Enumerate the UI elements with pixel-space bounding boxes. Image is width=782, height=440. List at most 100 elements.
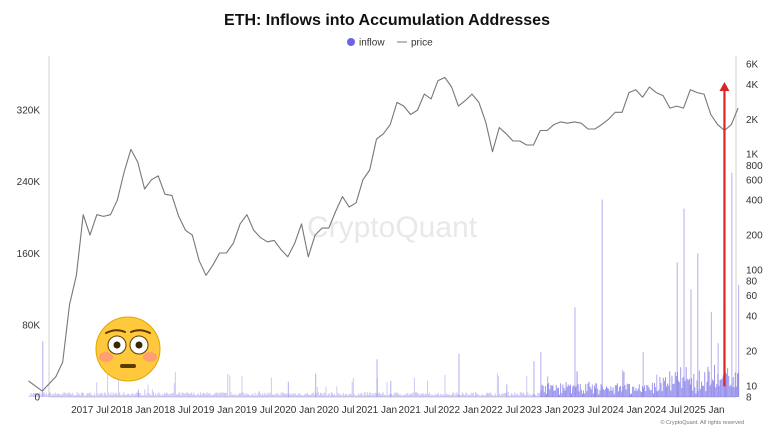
y-right-tick-label: 400 <box>746 196 763 207</box>
inflow-bar <box>132 393 134 397</box>
x-tick-label: 2023 Jul <box>562 405 600 416</box>
inflow-bar <box>165 394 166 397</box>
inflow-bar <box>176 394 177 397</box>
inflow-bar <box>62 393 64 397</box>
inflow-bar <box>368 394 369 397</box>
inflow-bar <box>567 384 569 397</box>
y-right-tick-label: 200 <box>746 231 763 242</box>
footnote: © CryptoQuant. All rights reserved <box>660 419 744 426</box>
inflow-bar <box>319 395 320 397</box>
inflow-bar <box>182 392 184 397</box>
inflow-bar <box>240 393 242 397</box>
legend-inflow-marker <box>347 38 355 46</box>
inflow-bar <box>346 394 348 397</box>
inflow-bar <box>145 395 147 397</box>
inflow-bar <box>78 394 80 397</box>
inflow-bar <box>650 390 652 397</box>
inflow-bar <box>384 395 386 397</box>
inflow-bar <box>381 394 383 397</box>
inflow-bar <box>294 393 296 397</box>
x-tick-label: 2021 Jul <box>399 405 437 416</box>
inflow-bar <box>686 378 688 397</box>
inflow-bar <box>670 390 672 397</box>
inflow-bar <box>735 386 737 397</box>
inflow-bar <box>231 394 233 397</box>
inflow-bar <box>552 385 554 397</box>
inflow-bar <box>659 377 661 397</box>
inflow-bar <box>234 393 236 397</box>
inflow-bar <box>310 394 312 397</box>
inflow-bar <box>500 395 502 397</box>
inflow-bar <box>440 393 441 397</box>
inflow-bar <box>413 377 415 397</box>
inflow-bar <box>560 383 562 397</box>
inflow-bar <box>673 383 675 397</box>
inflow-bar <box>111 394 113 397</box>
inflow-bar <box>232 394 234 397</box>
inflow-bar <box>335 395 337 397</box>
inflow-bar <box>172 393 174 397</box>
inflow-bar <box>312 392 314 397</box>
inflow-bar <box>625 389 627 397</box>
inflow-bar <box>90 394 92 397</box>
inflow-bar <box>555 385 557 397</box>
inflow-bar <box>706 381 708 397</box>
inflow-bar <box>236 395 237 397</box>
inflow-bar <box>351 382 353 397</box>
x-tick-label: 2018 Jan <box>110 405 151 416</box>
inflow-bar <box>522 393 523 397</box>
inflow-bar <box>374 392 376 397</box>
y-left-tick-label: 0 <box>34 393 40 404</box>
emoji-face <box>95 316 161 382</box>
inflow-bar <box>284 393 285 397</box>
inflow-bar <box>141 395 142 397</box>
x-tick-label: 2021 Jan <box>356 405 397 416</box>
inflow-bar <box>407 393 409 397</box>
inflow-bar <box>708 371 710 397</box>
inflow-bar <box>694 387 696 397</box>
inflow-bar <box>108 392 110 397</box>
inflow-bar <box>142 395 143 397</box>
inflow-bar <box>662 378 664 397</box>
inflow-bar <box>183 393 185 397</box>
inflow-bar <box>419 395 421 397</box>
x-tick-label: 2025 Jan <box>683 405 724 416</box>
inflow-bar <box>74 395 76 397</box>
inflow-bar <box>446 394 448 397</box>
price-line-group <box>28 76 739 392</box>
y-left-axis: 0 80K 160K 240K 320K <box>17 105 41 403</box>
inflow-bar <box>623 371 625 397</box>
inflow-bar <box>394 392 396 397</box>
inflow-bar <box>718 386 720 397</box>
inflow-bar <box>353 394 355 397</box>
inflow-bar <box>689 378 690 397</box>
inflow-bar <box>649 390 651 397</box>
inflow-bar <box>106 395 107 397</box>
y-right-tick-label: 20 <box>746 346 758 357</box>
inflow-bar <box>421 393 423 397</box>
inflow-bar <box>561 393 563 397</box>
inflow-spike-bar <box>642 352 644 397</box>
inflow-bar <box>675 376 677 397</box>
inflow-spike-bar <box>315 373 317 397</box>
inflow-bar <box>70 393 71 397</box>
inflow-bar <box>253 395 255 397</box>
inflow-bar <box>519 392 521 397</box>
inflow-bar <box>467 395 469 397</box>
inflow-bar <box>158 392 160 397</box>
inflow-bar <box>396 392 398 397</box>
inflow-bar <box>63 392 65 397</box>
inflow-bar <box>415 392 416 397</box>
inflow-bar <box>684 381 686 397</box>
inflow-bar <box>631 393 632 397</box>
inflow-bar <box>324 392 326 397</box>
x-tick-label: 2018 Jul <box>153 405 191 416</box>
inflow-bar <box>666 386 667 397</box>
inflow-bar <box>387 395 389 397</box>
inflow-bar <box>77 393 79 397</box>
inflow-bar <box>606 386 607 397</box>
inflow-bar <box>719 380 721 397</box>
inflow-bar <box>644 385 646 397</box>
inflow-bar <box>361 393 363 397</box>
inflow-bar <box>154 395 155 397</box>
